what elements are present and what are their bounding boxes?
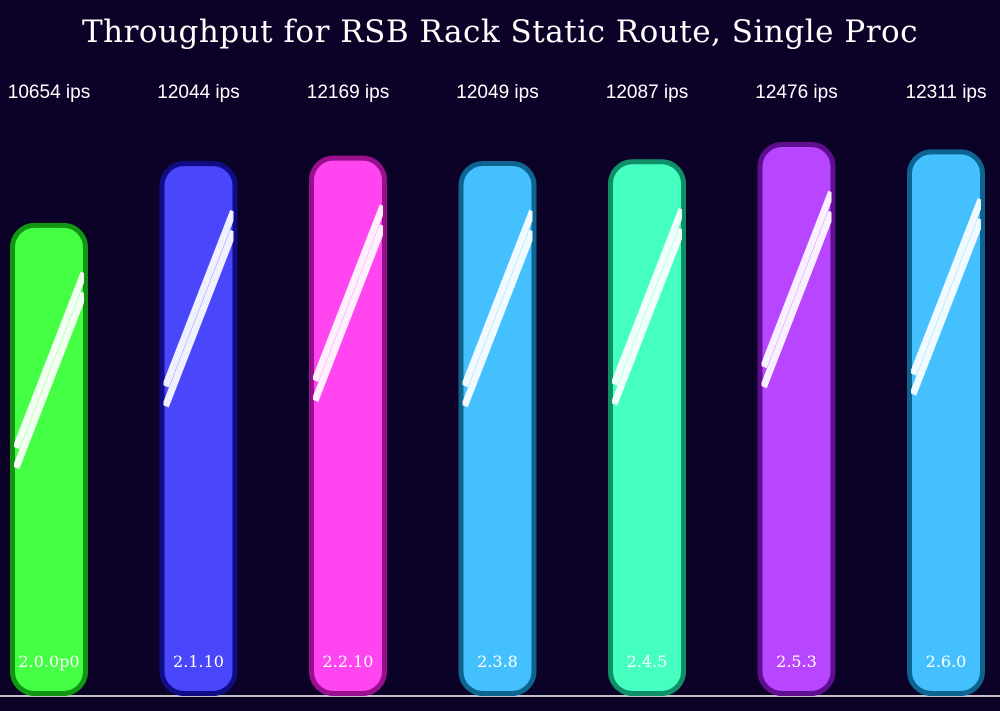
bar-2.5.3 xyxy=(757,142,836,696)
value-label: 12087 ips xyxy=(606,82,688,103)
category-label: 2.3.8 xyxy=(477,652,518,671)
bar-2.4.5 xyxy=(608,159,686,697)
bar-2.6.0 xyxy=(907,149,985,697)
category-label: 2.2.10 xyxy=(323,652,374,671)
bar-2.1.10 xyxy=(159,161,238,697)
bar-rect xyxy=(757,142,836,696)
bar-2.2.10 xyxy=(309,155,387,697)
category-label: 2.6.0 xyxy=(926,652,967,671)
value-label: 12311 ips xyxy=(906,82,987,103)
category-label: 2.0.0p0 xyxy=(18,652,79,671)
value-label: 12476 ips xyxy=(755,82,837,103)
value-label: 12044 ips xyxy=(157,82,239,103)
category-label: 2.1.10 xyxy=(173,652,224,671)
category-label: 2.4.5 xyxy=(627,652,668,671)
chart-title: Throughput for RSB Rack Static Route, Si… xyxy=(81,14,919,50)
bar-glare xyxy=(14,271,84,470)
bar-glare xyxy=(462,209,533,408)
bar-glare xyxy=(612,208,682,406)
bar-glare xyxy=(911,198,981,396)
bar-rect xyxy=(309,155,387,697)
value-label: 10654 ips xyxy=(8,82,90,103)
value-label: 12169 ips xyxy=(307,82,389,103)
bar-rect xyxy=(159,161,238,697)
bar-rect xyxy=(458,160,537,696)
value-label: 12049 ips xyxy=(456,82,538,103)
category-label: 2.5.3 xyxy=(776,652,817,671)
bar-2.3.8 xyxy=(458,160,537,696)
bar-2.0.0p0 xyxy=(10,222,88,697)
bar-rect xyxy=(907,149,985,697)
bar-glare xyxy=(163,209,234,408)
bar-rect xyxy=(608,159,686,697)
bar-glare xyxy=(761,190,832,389)
bar-glare xyxy=(313,204,383,402)
